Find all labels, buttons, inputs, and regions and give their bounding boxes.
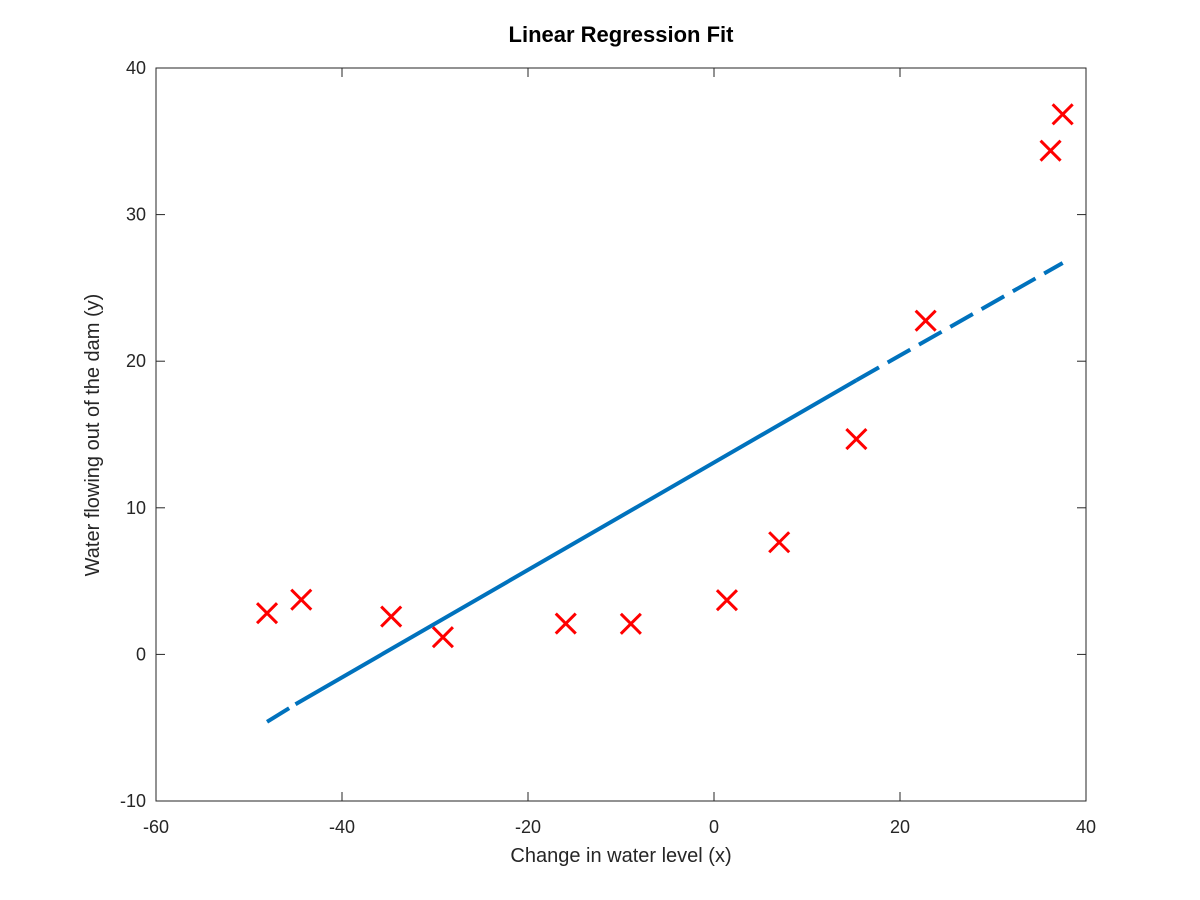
- regression-line-segment: [294, 378, 858, 706]
- data-point-stroke: [1039, 139, 1062, 162]
- data-point: [914, 309, 937, 332]
- data-point: [431, 626, 454, 649]
- data-points-group: [255, 103, 1074, 649]
- data-point-stroke: [845, 427, 868, 451]
- data-point-stroke: [715, 589, 738, 612]
- y-tick-label: 0: [136, 644, 146, 664]
- y-tick-label: 40: [126, 58, 146, 78]
- data-point-stroke: [255, 602, 279, 625]
- data-point-stroke: [619, 612, 642, 635]
- data-point-stroke: [380, 605, 403, 628]
- data-point: [554, 612, 577, 635]
- plot-area: -60 -40 -20 0 20 40 -10 0 10 20 30 40: [120, 58, 1096, 837]
- data-point: [1039, 139, 1062, 162]
- x-tick-label: -40: [329, 817, 355, 837]
- regression-line-group: [265, 261, 1064, 724]
- data-point: [380, 605, 403, 628]
- y-axis-label: Water flowing out of the dam (y): [82, 294, 104, 577]
- data-point-stroke: [554, 612, 577, 635]
- data-point-stroke: [1051, 103, 1074, 126]
- data-point: [290, 588, 313, 611]
- x-tick-label: 20: [890, 817, 910, 837]
- x-tick-label: 40: [1076, 817, 1096, 837]
- y-tick-label: -10: [120, 791, 146, 811]
- data-point: [715, 589, 738, 612]
- data-point: [619, 612, 642, 635]
- data-point-stroke: [290, 588, 313, 611]
- y-tick-label: 30: [126, 205, 146, 225]
- x-tick-label: -60: [143, 817, 169, 837]
- x-tick-label: 0: [709, 817, 719, 837]
- data-point-stroke: [914, 309, 937, 332]
- y-ticks: -10 0 10 20 30 40: [120, 58, 1086, 811]
- chart-title: Linear Regression Fit: [509, 22, 735, 47]
- y-tick-label: 10: [126, 498, 146, 518]
- data-point: [845, 427, 868, 451]
- x-ticks: -60 -40 -20 0 20 40: [143, 68, 1096, 837]
- data-point-stroke: [768, 531, 791, 554]
- x-tick-label: -20: [515, 817, 541, 837]
- data-point: [255, 602, 279, 625]
- regression-line-segment: [855, 261, 1064, 382]
- x-axis-label: Change in water level (x): [510, 845, 731, 867]
- regression-line-segment: [265, 702, 297, 724]
- axes-box: [155, 67, 1087, 802]
- data-point: [1051, 103, 1074, 126]
- data-point: [768, 531, 791, 554]
- data-point-stroke: [431, 626, 454, 649]
- y-tick-label: 20: [126, 351, 146, 371]
